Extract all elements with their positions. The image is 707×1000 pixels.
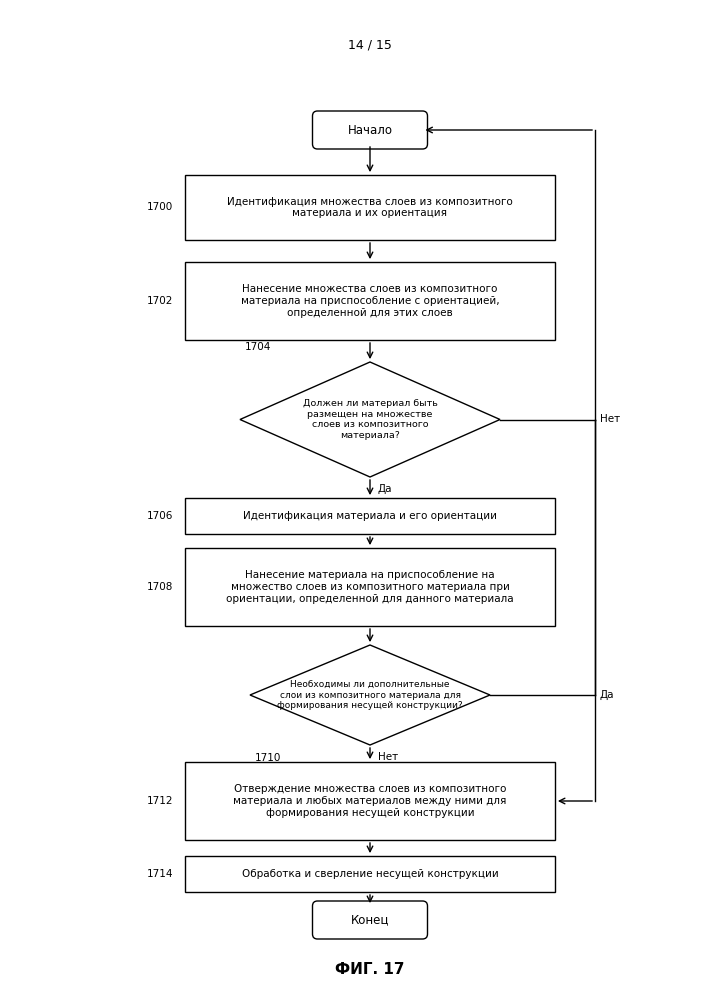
Text: Идентификация материала и его ориентации: Идентификация материала и его ориентации [243,511,497,521]
Text: Начало: Начало [348,123,392,136]
Text: Конец: Конец [351,914,389,926]
Bar [185,498,555,534]
Text: Отверждение множества слоев из композитного
материала и любых материалов между н: Отверждение множества слоев из композитн… [233,784,507,818]
Text: ФИГ. 17: ФИГ. 17 [335,962,404,978]
Text: 1710: 1710 [255,753,281,763]
Text: Нанесение множества слоев из композитного
материала на приспособление с ориентац: Нанесение множества слоев из композитног… [240,284,499,318]
Polygon shape [250,645,490,745]
Text: 1706: 1706 [146,511,173,521]
Text: 1712: 1712 [146,796,173,806]
Text: Нет: Нет [600,414,620,424]
Bar [185,262,555,340]
Polygon shape [240,362,500,477]
Bar [185,856,555,892]
FancyBboxPatch shape [312,111,428,149]
Bar [185,762,555,840]
Text: Да: Да [600,690,614,700]
Text: Необходимы ли дополнительные
слои из композитного материала для
формирования нес: Необходимы ли дополнительные слои из ком… [277,680,463,710]
Text: 1708: 1708 [146,582,173,592]
Text: 14 / 15: 14 / 15 [348,38,392,51]
Text: Обработка и сверление несущей конструкции: Обработка и сверление несущей конструкци… [242,869,498,879]
Bar [185,175,555,240]
Text: 1704: 1704 [245,342,271,352]
Text: Нанесение материала на приспособление на
множество слоев из композитного материа: Нанесение материала на приспособление на… [226,570,514,604]
FancyBboxPatch shape [312,901,428,939]
Text: Идентификация множества слоев из композитного
материала и их ориентация: Идентификация множества слоев из компози… [227,197,513,218]
Text: 1714: 1714 [146,869,173,879]
Text: Должен ли материал быть
размещен на множестве
слоев из композитного
материала?: Должен ли материал быть размещен на множ… [303,399,438,440]
Text: 1702: 1702 [146,296,173,306]
Text: Да: Да [378,484,392,494]
Bar [185,548,555,626]
Text: 1700: 1700 [147,202,173,213]
Text: Нет: Нет [378,752,398,762]
